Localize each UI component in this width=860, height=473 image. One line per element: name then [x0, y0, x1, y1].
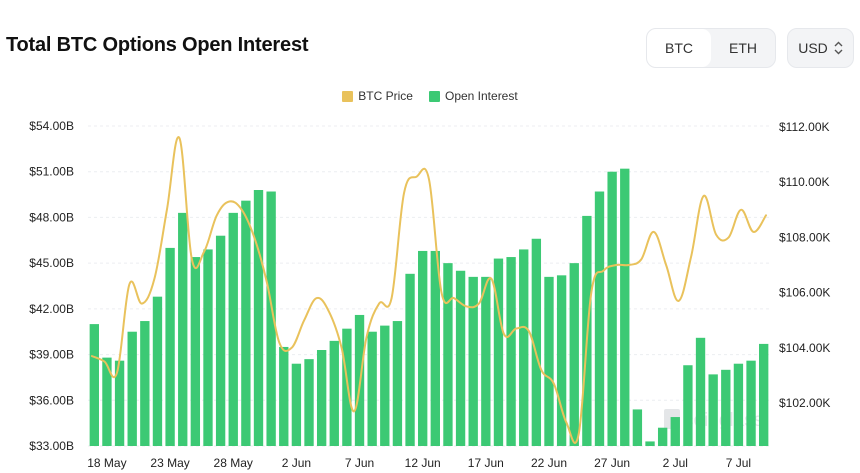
left-tick-label: $51.00B	[29, 165, 74, 179]
oi-bar	[380, 325, 390, 446]
oi-bar	[102, 357, 112, 446]
right-tick-label: $108.00K	[779, 230, 830, 244]
legend-label-btc-price: BTC Price	[358, 89, 413, 103]
left-tick-label: $33.00B	[29, 439, 74, 453]
oi-bar	[493, 258, 504, 446]
oi-bar	[316, 350, 327, 446]
oi-bar	[695, 337, 706, 446]
oi-bar	[228, 212, 238, 446]
oi-bar	[455, 270, 466, 446]
btc-tab[interactable]: BTC	[647, 29, 711, 67]
legend-open-interest[interactable]: Open Interest	[428, 89, 518, 103]
left-tick-label: $36.00B	[29, 393, 74, 407]
oi-bar	[89, 324, 99, 446]
oi-bar	[632, 409, 643, 446]
x-axis-ticks: 18 May 23 May 28 May 2 Jun 7 Jun 12 Jun 17 Jun…	[87, 456, 751, 470]
oi-bar	[733, 363, 744, 446]
oi-bar	[304, 359, 314, 446]
legend-swatch-open-interest	[428, 90, 440, 102]
oi-bar	[481, 276, 491, 446]
oi-bar	[708, 374, 718, 446]
left-tick-label: $42.00B	[29, 302, 74, 316]
left-tick-label: $48.00B	[29, 210, 74, 224]
x-tick-label: 23 May	[150, 456, 189, 470]
oi-bar	[468, 276, 478, 446]
oi-bar	[607, 171, 617, 446]
legend-btc-price[interactable]: BTC Price	[342, 89, 413, 103]
currency-value: USD	[798, 40, 828, 56]
right-tick-label: $104.00K	[779, 341, 830, 355]
oi-bar	[178, 212, 188, 446]
legend-swatch-btc-price	[342, 90, 354, 102]
oi-bar	[683, 365, 693, 446]
oi-bar	[620, 168, 630, 447]
oi-bar	[266, 191, 276, 446]
oi-bar	[519, 249, 529, 446]
oi-bar	[746, 360, 756, 446]
grid-lines	[88, 125, 770, 447]
x-tick-label: 18 May	[87, 456, 126, 470]
right-axis-ticks: $102.00K $104.00K $106.00K $108.00K $110.00K…	[779, 120, 830, 410]
asset-toggle: BTC ETH	[646, 28, 776, 68]
btc-price-line	[91, 136, 767, 444]
oi-bar	[329, 340, 339, 446]
page-title: Total BTC Options Open Interest	[6, 34, 309, 56]
currency-select[interactable]: USD	[787, 28, 854, 68]
legend-label-open-interest: Open Interest	[444, 89, 518, 103]
x-tick-label: 2 Jun	[282, 456, 311, 470]
oi-bar	[241, 200, 251, 446]
oi-bar	[670, 417, 680, 446]
x-tick-label: 2 Jul	[663, 456, 688, 470]
x-tick-label: 7 Jul	[726, 456, 751, 470]
left-tick-label: $39.00B	[29, 348, 74, 362]
x-tick-label: 27 Jun	[594, 456, 630, 470]
oi-bar	[367, 331, 377, 446]
x-tick-label: 17 Jun	[468, 456, 504, 470]
oi-bar	[594, 191, 605, 446]
oi-bar	[190, 257, 201, 446]
oi-bar	[759, 343, 769, 446]
oi-bar	[405, 273, 415, 446]
oi-bar	[645, 441, 655, 446]
oi-bar	[215, 235, 226, 446]
left-tick-label: $45.00B	[29, 256, 74, 270]
oi-bar	[279, 346, 289, 446]
x-tick-label: 28 May	[214, 456, 253, 470]
oi-bar	[165, 247, 175, 446]
oi-bar	[418, 250, 428, 446]
oi-bar	[657, 427, 668, 446]
oi-bar	[253, 190, 264, 446]
oi-bar	[140, 321, 150, 446]
right-tick-label: $112.00K	[779, 120, 830, 134]
oi-bar	[721, 369, 731, 446]
x-tick-label: 7 Jun	[345, 456, 374, 470]
eth-tab[interactable]: ETH	[729, 40, 757, 56]
oi-bar	[114, 360, 125, 446]
chevron-up-down-icon	[834, 41, 843, 55]
oi-bar	[506, 257, 516, 446]
right-tick-label: $102.00K	[779, 396, 830, 410]
oi-bar	[569, 263, 579, 446]
oi-bar	[127, 331, 137, 446]
x-tick-label: 12 Jun	[405, 456, 441, 470]
oi-bar	[531, 238, 542, 446]
oi-bar	[152, 296, 163, 446]
right-tick-label: $106.00K	[779, 286, 830, 300]
oi-bar	[443, 263, 453, 446]
left-axis-ticks: $33.00B $36.00B $39.00B $42.00B $45.00B $48.0…	[29, 119, 74, 453]
chart-legend: BTC Price Open Interest	[0, 89, 860, 103]
open-interest-bars	[89, 168, 769, 447]
x-tick-label: 22 Jun	[531, 456, 567, 470]
oi-bar	[544, 276, 554, 446]
oi-bar	[430, 250, 440, 446]
right-tick-label: $110.00K	[779, 175, 830, 189]
oi-bar	[291, 363, 302, 446]
oi-bar	[203, 249, 213, 446]
oi-bar	[556, 275, 567, 446]
left-tick-label: $54.00B	[29, 119, 74, 133]
oi-bar	[392, 321, 403, 446]
